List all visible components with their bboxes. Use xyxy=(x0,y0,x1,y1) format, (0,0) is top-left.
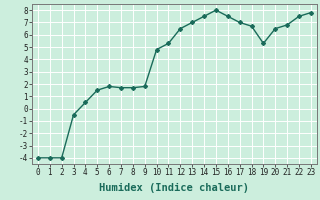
X-axis label: Humidex (Indice chaleur): Humidex (Indice chaleur) xyxy=(100,183,249,193)
